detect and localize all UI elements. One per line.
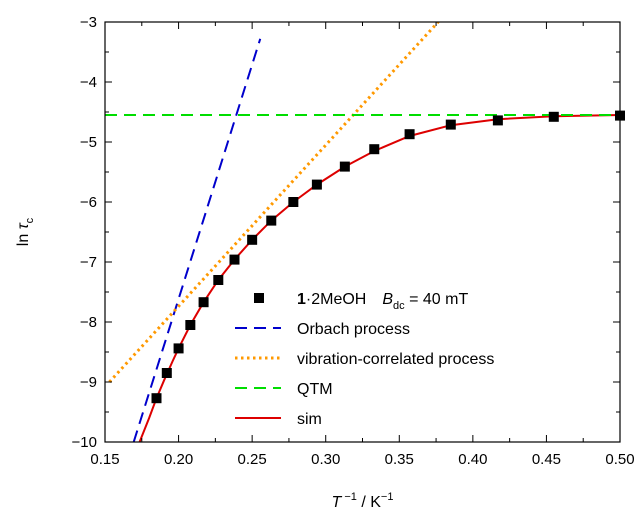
data-point: [161, 368, 172, 378]
data-point: [339, 161, 350, 172]
x-tick-label: 0.35: [385, 451, 414, 468]
data-point: [311, 179, 322, 190]
vibration-line: [108, 22, 441, 384]
legend-label-sim: sim: [297, 411, 322, 428]
legend: 1·2MeOH Bdc = 40 mT Orbach process vibratio…: [235, 291, 494, 428]
y-tick-label: −4: [80, 74, 97, 91]
x-tick-label: 0.25: [238, 451, 267, 468]
data-point: [492, 115, 503, 126]
data-point: [247, 234, 258, 245]
data-point: [266, 215, 277, 226]
data-point: [229, 254, 240, 265]
legend-label-vibration: vibration-correlated process: [297, 351, 494, 368]
legend-label-orbach: Orbach process: [297, 321, 410, 338]
data-point: [369, 144, 380, 155]
data-point: [185, 320, 196, 330]
x-tick-label: 0.20: [164, 451, 193, 468]
data-point: [151, 393, 162, 404]
y-tick-label: −6: [80, 194, 97, 211]
sim-line: [138, 114, 620, 442]
data-point: [404, 129, 415, 140]
legend-label-data: 1·2MeOH Bdc = 40 mT: [297, 291, 468, 312]
legend-label-qtm: QTM: [297, 381, 333, 398]
data-point: [288, 197, 299, 207]
orbach-line: [132, 38, 262, 442]
x-axis-title: T −1 / K−1: [332, 491, 394, 511]
y-tick-label: −9: [80, 374, 97, 391]
series-layer: [105, 22, 620, 442]
legend-marker-data: [254, 293, 264, 303]
axes-layer: 0.15 0.20 0.25 0.30 0.35 0.40 0.45 0.50 −3 −4 −5 −6…: [72, 14, 635, 468]
data-point: [213, 275, 224, 285]
y-tick-label: −3: [80, 14, 97, 31]
plot-frame: [104, 21, 621, 443]
x-tick-label: 0.15: [90, 451, 119, 468]
x-tick-label: 0.50: [605, 451, 634, 468]
y-tick-label: −5: [80, 134, 97, 151]
y-tick-label: −8: [80, 314, 97, 331]
x-tick-label: 0.40: [458, 451, 487, 468]
data-point: [173, 343, 184, 354]
x-tick-label: 0.45: [532, 451, 561, 468]
y-tick-label: −7: [80, 254, 97, 271]
x-tick-label: 0.30: [311, 451, 340, 468]
data-point: [548, 111, 559, 122]
y-tick-label: −10: [72, 434, 97, 451]
data-point: [198, 297, 209, 308]
markers-layer: [151, 110, 625, 404]
axis-titles: T −1 / K−1 ln τc: [15, 217, 393, 511]
y-axis-title: ln τc: [15, 217, 36, 246]
data-point: [615, 110, 625, 121]
data-point: [445, 119, 456, 130]
